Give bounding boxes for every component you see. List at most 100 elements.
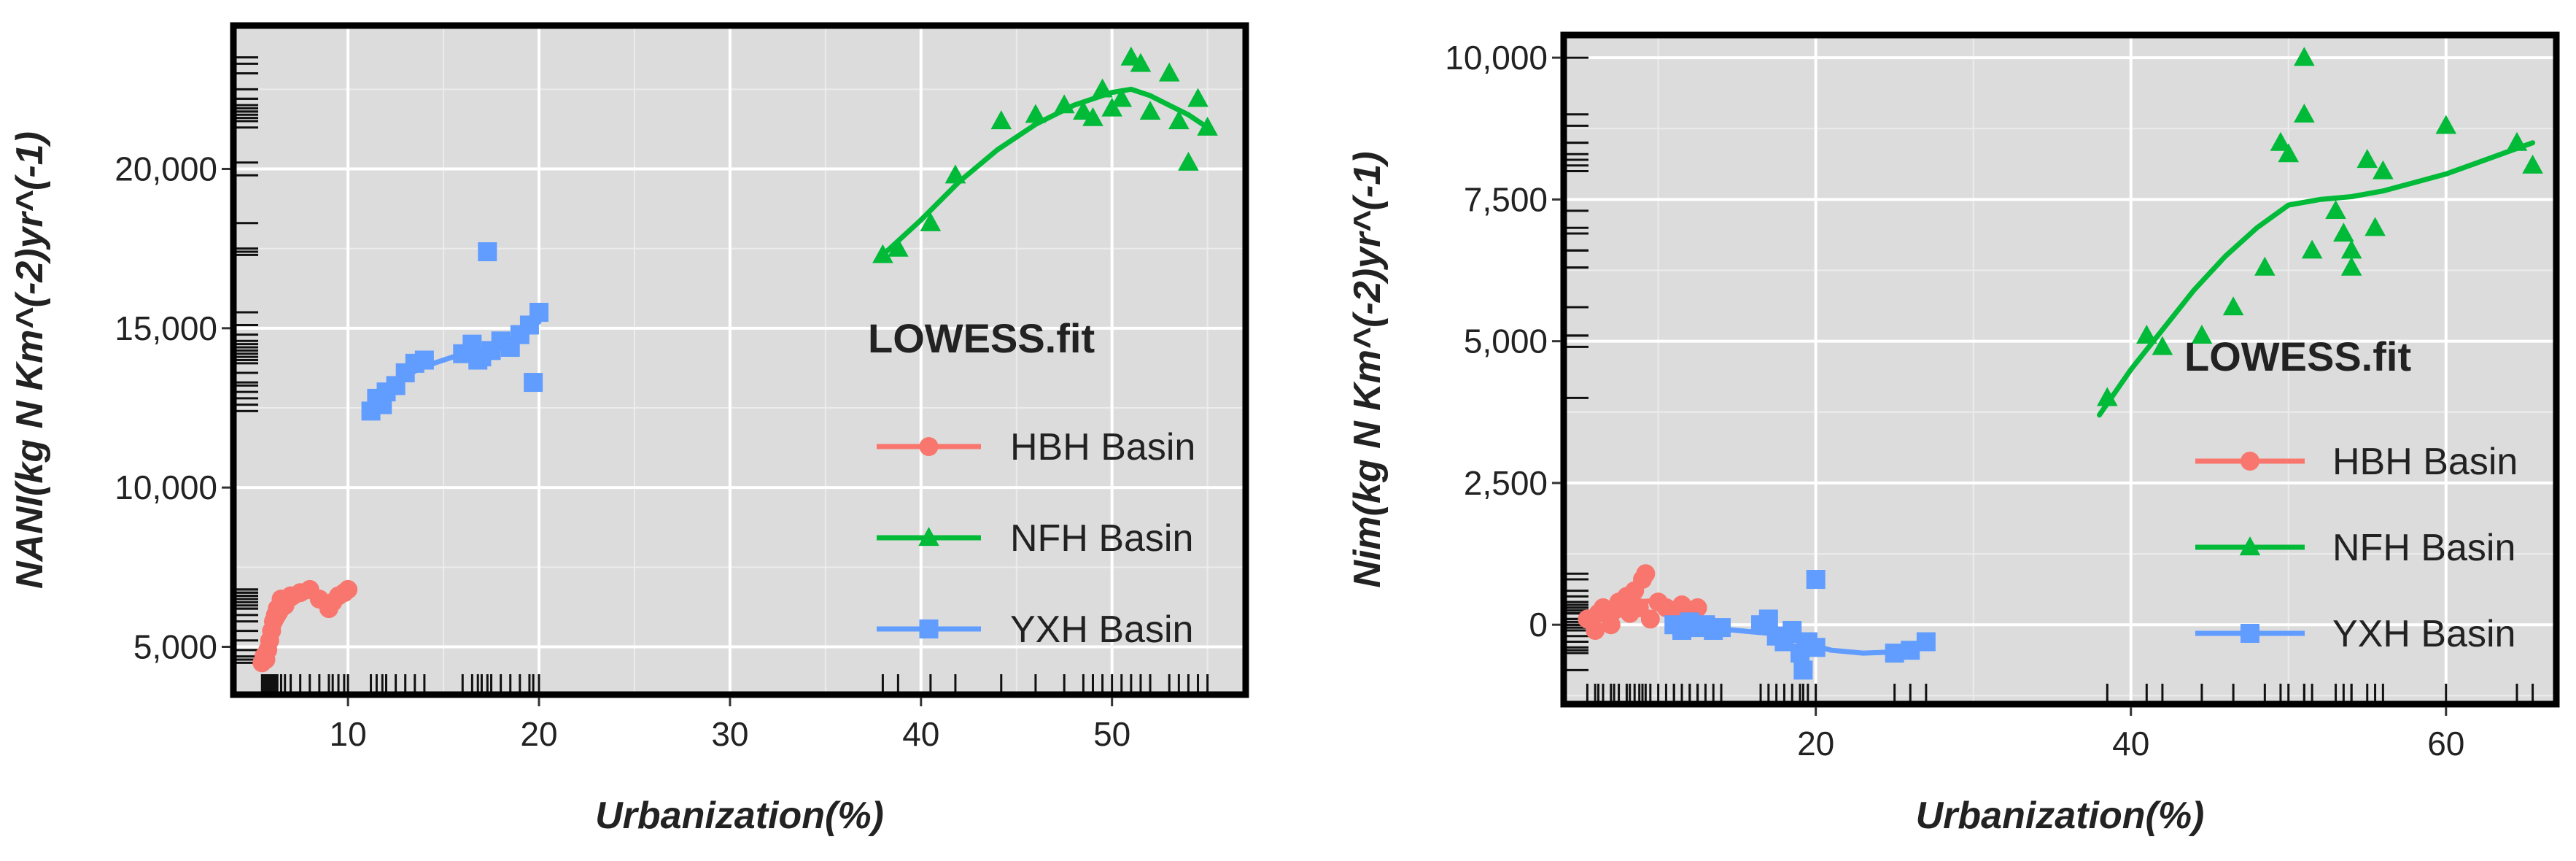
data-point — [1187, 88, 1209, 107]
x-tick-label: 60 — [2427, 725, 2464, 762]
y-tick-label: 7,500 — [1464, 180, 1548, 218]
data-point — [2364, 217, 2386, 236]
data-point — [1139, 101, 1161, 120]
data-point — [1197, 116, 1218, 136]
legend-entry: HBH Basin — [877, 426, 1195, 468]
data-point — [2340, 256, 2362, 276]
data-point — [1092, 78, 1113, 98]
data-point — [2325, 200, 2346, 220]
y-axis-title: Nim(kg N Km^(-2)yr^(-1) — [1346, 151, 1389, 587]
legend-marker — [919, 619, 939, 638]
data-point — [524, 373, 543, 393]
data-point — [478, 242, 497, 262]
legend-marker — [918, 527, 939, 547]
legend-label: YXH Basin — [1010, 609, 1193, 651]
data-point — [2435, 115, 2457, 134]
plot-background — [233, 26, 1246, 695]
data-point — [1916, 632, 1936, 652]
legend-marker — [2241, 452, 2259, 471]
data-point — [468, 350, 488, 370]
data-point — [414, 350, 434, 370]
y-axis-title: NANI(kg N Km^(-2)yr^(-1) — [9, 131, 51, 589]
x-axis-title: Urbanization(%) — [595, 795, 884, 837]
data-point — [1101, 97, 1122, 117]
data-point — [1120, 46, 1142, 66]
data-point — [2333, 223, 2354, 242]
legend-entry: YXH Basin — [877, 609, 1193, 651]
rug-marks — [233, 56, 1209, 695]
data-point — [944, 164, 966, 184]
data-point — [2097, 387, 2118, 406]
data-point — [1168, 110, 1190, 130]
data-point — [2373, 160, 2394, 179]
data-point — [2254, 256, 2276, 276]
series-hbh-basin — [252, 579, 358, 673]
plot-border — [230, 22, 1249, 698]
legend-entry: HBH Basin — [2195, 441, 2518, 483]
data-point — [1158, 62, 1180, 82]
data-point — [990, 110, 1012, 130]
data-point — [2152, 336, 2173, 355]
data-point — [2356, 149, 2378, 169]
data-point — [1793, 660, 1813, 680]
y-tick-label: 5,000 — [133, 628, 217, 666]
lowess-fit-line — [2097, 140, 2536, 418]
data-point — [1712, 618, 1731, 638]
data-point — [1111, 88, 1133, 107]
series-yxh-basin — [1664, 570, 1936, 680]
data-point — [2301, 239, 2323, 259]
data-point — [2340, 239, 2362, 259]
x-tick-label: 20 — [520, 715, 557, 753]
data-point — [1601, 615, 1621, 635]
chart-panel-2: 20 40 60 0 2,500 5,000 7,500 10,000 Urbanization… — [1346, 31, 2560, 837]
x-axis-title: Urbanization(%) — [1916, 795, 2205, 837]
plot-background — [1564, 35, 2556, 704]
data-point — [1053, 94, 1075, 114]
data-point — [1025, 104, 1047, 123]
data-point — [888, 237, 909, 257]
x-tick-label: 40 — [902, 715, 939, 753]
y-tick-label: 10,000 — [1445, 39, 1548, 77]
legend-label: HBH Basin — [1010, 426, 1195, 468]
data-point — [2294, 103, 2315, 123]
y-tick-label: 2,500 — [1464, 464, 1548, 502]
x-tick-label: 20 — [1797, 725, 1834, 762]
data-point — [2191, 325, 2213, 344]
data-point — [1636, 564, 1656, 584]
data-point — [1640, 609, 1660, 629]
legend-title: LOWESS.fit — [868, 315, 1095, 361]
legend-entry: NFH Basin — [2195, 527, 2515, 569]
legend-label: NFH Basin — [1010, 517, 1193, 560]
data-point — [1586, 620, 1605, 640]
y-tick-label: 15,000 — [115, 309, 217, 347]
y-tick-label: 5,000 — [1464, 323, 1548, 360]
legend-label: NFH Basin — [2332, 527, 2515, 569]
legend-title: LOWESS.fit — [2184, 333, 2411, 379]
series-hbh-basin — [1578, 564, 1707, 640]
series-yxh-basin — [361, 242, 549, 421]
data-point — [1082, 107, 1103, 126]
chart-panel-1: 10 20 30 40 50 5,000 10,000 15,000 20,000 Urbaniz… — [9, 22, 1249, 837]
x-tick-label: 10 — [330, 715, 367, 753]
data-point — [529, 303, 549, 322]
legend: LOWESS.fit HBH Basin NFH Basin YXH Basin — [2184, 333, 2518, 655]
data-point — [1073, 101, 1094, 120]
data-point — [338, 579, 358, 599]
data-point — [1806, 570, 1826, 590]
series-nfh-basin — [2097, 47, 2543, 418]
x-tick-label: 50 — [1093, 715, 1130, 753]
x-tick-label: 40 — [2112, 725, 2149, 762]
rug-marks — [1564, 56, 2534, 704]
legend-marker — [2239, 536, 2261, 556]
legend-label: HBH Basin — [2332, 441, 2518, 483]
legend-entry: YXH Basin — [2195, 613, 2515, 655]
data-point — [872, 244, 893, 263]
y-tick-label: 20,000 — [115, 150, 217, 188]
legend-entry: NFH Basin — [877, 517, 1193, 560]
data-point — [2278, 143, 2300, 163]
data-point — [1130, 53, 1152, 72]
legend-marker — [2241, 624, 2259, 643]
data-point — [2222, 296, 2244, 316]
series-nfh-basin — [872, 46, 1218, 263]
